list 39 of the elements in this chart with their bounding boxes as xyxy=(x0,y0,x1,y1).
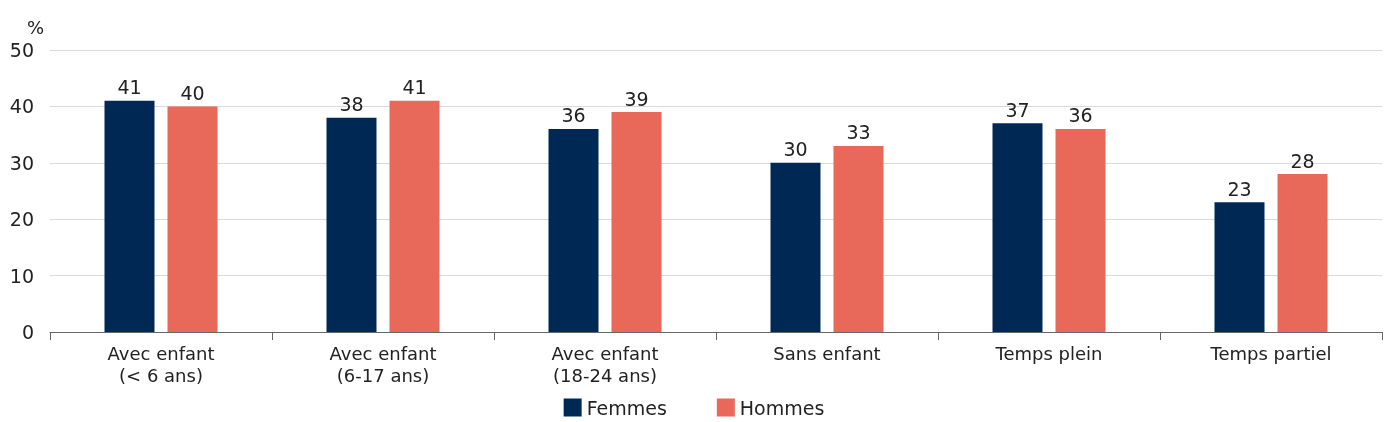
y-axis-title: % xyxy=(26,16,44,38)
bar xyxy=(389,100,440,332)
bar xyxy=(833,145,884,332)
data-label: 39 xyxy=(624,87,649,110)
y-tick-label: 40 xyxy=(9,95,34,118)
legend-label: Femmes xyxy=(586,396,667,419)
data-label: 23 xyxy=(1227,177,1252,200)
bar xyxy=(167,106,218,332)
data-label: 30 xyxy=(783,138,808,161)
y-tick-label: 0 xyxy=(21,321,34,343)
data-label: 41 xyxy=(117,76,142,99)
data-label: 37 xyxy=(1005,98,1030,121)
bar xyxy=(770,162,821,332)
bar xyxy=(611,112,662,332)
x-tick-label: Avec enfant (6-17 ans) xyxy=(329,342,437,386)
data-label: 41 xyxy=(402,76,427,99)
bar xyxy=(1214,202,1265,332)
x-tick-label: Avec enfant (18-24 ans) xyxy=(551,342,659,386)
bar xyxy=(104,100,155,332)
y-tick-label: 30 xyxy=(9,151,34,174)
bar xyxy=(992,123,1043,332)
x-tick-label: Temps partiel xyxy=(1209,342,1332,364)
y-tick-label: 50 xyxy=(9,39,34,61)
data-label: 36 xyxy=(561,104,586,127)
data-label: 38 xyxy=(339,93,364,116)
x-tick-label: Temps plein xyxy=(994,342,1103,364)
legend-label: Hommes xyxy=(739,396,825,419)
y-tick-label: 20 xyxy=(9,208,34,231)
data-label: 36 xyxy=(1068,104,1093,127)
data-label: 40 xyxy=(180,81,205,104)
x-tick-label: Sans enfant xyxy=(773,342,881,364)
bar xyxy=(1055,128,1106,332)
x-tick-label: Avec enfant (< 6 ans) xyxy=(107,342,215,386)
bar xyxy=(326,117,377,332)
data-label: 28 xyxy=(1290,149,1315,172)
data-label: 33 xyxy=(846,121,871,144)
y-tick-label: 10 xyxy=(9,264,34,287)
bar xyxy=(548,128,599,332)
bar xyxy=(1277,174,1328,332)
